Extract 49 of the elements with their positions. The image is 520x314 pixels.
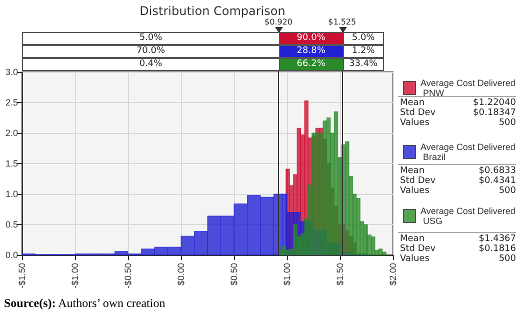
text: Std Dev [400, 244, 436, 254]
text: 70.0% [22, 45, 280, 58]
text: Values [400, 186, 430, 196]
x-tick-label: -$1.50 [17, 263, 27, 289]
text: $0.1816 [478, 244, 516, 254]
y-tick-label: 2.5 [5, 98, 18, 108]
x-tick-label: -$1.00 [70, 263, 80, 289]
text: $1.4367 [478, 234, 516, 244]
text: $1.22040 [473, 98, 516, 108]
x-tick-label: $1.50 [335, 263, 345, 286]
text: Values [400, 254, 430, 264]
text: 0.4% [22, 58, 280, 71]
text: 28.8% [278, 45, 344, 58]
text: Mean [400, 166, 425, 176]
x-tick-label: -$0.50 [123, 263, 133, 289]
y-tick-label: 0.5 [5, 220, 18, 230]
x-tick-label: $2.00 [388, 263, 398, 286]
text: 500 [498, 254, 516, 264]
text: 5.0% [22, 32, 280, 45]
text: Std Dev [400, 176, 436, 186]
text: Values [400, 118, 430, 128]
text: 1.2% [342, 45, 384, 58]
y-tick-label: 0.0 [5, 250, 18, 260]
text: $0.18347 [473, 108, 516, 118]
text: 500 [498, 118, 516, 128]
legend-label: Average Cost Delivered USG [420, 206, 516, 226]
text: 66.2% [278, 58, 344, 71]
legend-label: Average Cost Delivered PNW [420, 78, 516, 98]
chart-title: Distribution Comparison [140, 4, 286, 18]
text: 90.0% [278, 32, 344, 45]
text: $0.4341 [478, 176, 516, 186]
y-tick-label: 1.5 [5, 158, 18, 168]
x-tick-label: $1.00 [282, 263, 292, 286]
y-tick-label: 2.0 [5, 128, 18, 138]
text: Std Dev [400, 108, 436, 118]
text: Mean [400, 234, 425, 244]
source-note: Source(s): Authors’ own creation [4, 296, 166, 311]
x-tick-label: $0.00 [176, 263, 186, 286]
text: $0.6833 [478, 166, 516, 176]
legend-label: Average Cost Delivered Brazil [420, 142, 516, 162]
ref-line-label: $0.920 [264, 18, 293, 26]
text: Mean [400, 98, 425, 108]
text: 33.4% [342, 58, 384, 71]
y-tick-label: 3.0 [5, 67, 18, 77]
y-tick-label: 1.0 [5, 189, 18, 199]
text: 5.0% [342, 32, 384, 45]
x-tick-label: $0.50 [229, 263, 239, 286]
text: 500 [498, 186, 516, 196]
ref-line-label: $1.525 [328, 18, 356, 26]
